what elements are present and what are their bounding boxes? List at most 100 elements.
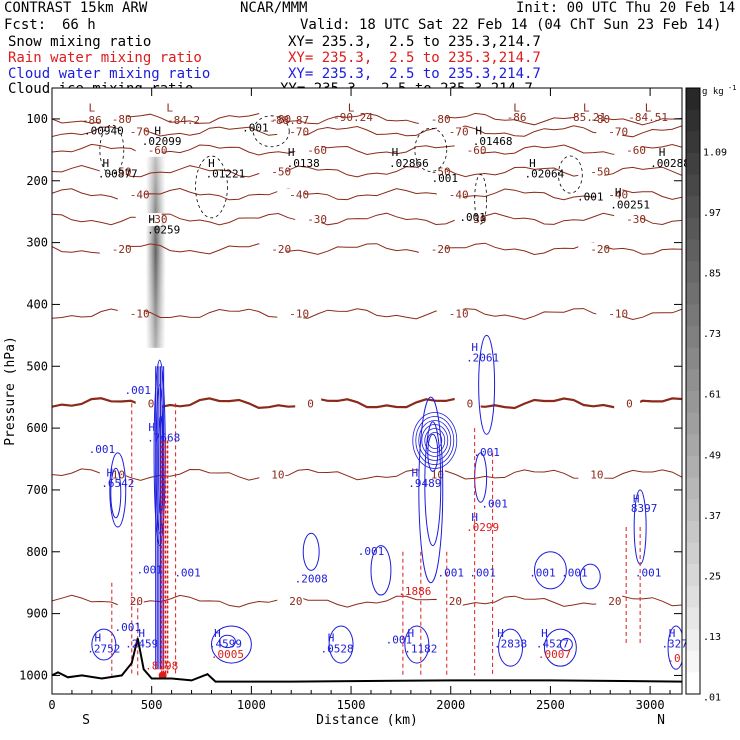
temperature-contour-label: 20 — [449, 595, 462, 608]
contour-annotation: L — [645, 101, 652, 114]
cloud-water-contour — [478, 334, 496, 435]
cloud-water-contour — [404, 625, 430, 664]
colorbar-segment — [686, 109, 700, 132]
colorbar-segment — [686, 434, 700, 457]
contour-annotation: L — [166, 101, 173, 114]
y-tick-label: 800 — [26, 545, 48, 559]
temperature-contour-label: -10 — [608, 308, 628, 321]
x-end-label-north: N — [657, 713, 665, 728]
contour-annotation: H — [497, 627, 504, 640]
temperature-contour — [52, 125, 682, 138]
contour-label-bg — [578, 468, 605, 482]
contour-annotation: .4599 — [209, 638, 242, 651]
rain-max-dot — [158, 671, 167, 680]
x-tick-label: 500 — [141, 698, 163, 712]
contour-label-bg — [614, 213, 641, 227]
colorbar-segment — [686, 629, 700, 652]
cloud-water-contour — [412, 412, 458, 469]
temperature-contour-label: 20 — [289, 595, 302, 608]
cloud-water-contour — [418, 396, 444, 584]
terrain-line — [52, 638, 682, 683]
colorbar-segment — [686, 391, 700, 414]
contour-annotation: .2008 — [295, 573, 328, 586]
cloud-water-contour — [421, 424, 449, 457]
contour-annotation: -84.2 — [167, 114, 200, 127]
colorbar-segment — [686, 520, 700, 543]
contour-label-bg — [578, 165, 605, 179]
forecast-label: Fcst: — [4, 17, 47, 33]
colorbar-segment — [686, 477, 700, 500]
contour-annotation: -90.24 — [333, 111, 373, 124]
legend-snow: Snow mixing ratio — [8, 34, 152, 50]
contour-annotation: .4527 — [536, 638, 569, 651]
x-tick-label: 3000 — [636, 698, 665, 712]
temperature-contour-label: -10 — [289, 308, 309, 321]
forecast-hour: 66 h — [62, 17, 96, 33]
contour-annotation: H — [669, 627, 676, 640]
contour-annotation: L — [348, 101, 355, 114]
colorbar-label: .37 — [703, 511, 721, 522]
temperature-contour-label: -70 — [608, 125, 628, 138]
model-title: CONTRAST 15km ARW — [4, 0, 148, 16]
colorbar-segment — [686, 196, 700, 219]
temperature-contour-label: -70 — [130, 125, 150, 138]
contour-annotation: .001 — [242, 121, 269, 134]
cloud-water-contour — [424, 428, 446, 453]
x-tick-label: 1500 — [337, 698, 366, 712]
colorbar-label: .61 — [703, 390, 721, 401]
cloud-water-contour — [559, 637, 573, 652]
contour-annotation: -85.21 — [566, 111, 606, 124]
colorbar-segment — [686, 261, 700, 284]
contour-annotation: .001 — [459, 211, 486, 224]
contour-label-bg — [295, 213, 322, 227]
contour-label-bg — [295, 143, 322, 157]
cloud-water-contour — [415, 416, 455, 465]
cloud-water-contour — [218, 634, 236, 649]
contour-annotation: H — [408, 627, 415, 640]
contour-label-bg — [436, 188, 463, 202]
temperature-contour-label: -60 — [626, 144, 646, 157]
contour-label-bg — [418, 242, 445, 256]
x-tick-label: 0 — [48, 698, 55, 712]
contour-label-bg — [596, 595, 623, 609]
temperature-contour — [52, 164, 682, 178]
plot-frame — [51, 87, 683, 695]
contour-annotation: H — [615, 186, 622, 199]
contour-label-bg — [454, 397, 481, 411]
cloud-ice-contour — [252, 115, 290, 148]
contour-annotation: .001 — [386, 633, 413, 646]
contour-annotation: .001 — [115, 621, 142, 634]
temperature-contour-label: -40 — [130, 188, 150, 201]
cloud-ice-contours — [99, 115, 583, 225]
temperature-contour-label: -40 — [289, 188, 309, 201]
cloud-water-contour — [370, 545, 392, 596]
colorbar-segment — [686, 152, 700, 176]
contour-annotation: .001 — [136, 563, 163, 576]
temperature-contour — [52, 187, 682, 201]
y-tick-label: 100 — [26, 112, 48, 126]
temperature-contour-label: -40 — [608, 188, 628, 201]
cloud-water-contour — [109, 452, 127, 528]
center-title: NCAR/MMM — [240, 0, 308, 16]
legend-rain: Rain water mixing ratio — [8, 50, 202, 66]
colorbar-label: .73 — [703, 329, 721, 340]
x-tick-label: 1000 — [237, 698, 266, 712]
cloud-water-contour — [667, 625, 682, 670]
temperature-contour-label: -70 — [289, 125, 309, 138]
contour-label-bg — [277, 188, 304, 202]
contour-label-bg — [614, 397, 641, 411]
init-time: Init: 00 UTC Thu 20 Feb 14 — [516, 0, 736, 16]
cloud-water-contour — [328, 625, 354, 664]
colorbar-segment — [686, 239, 700, 262]
cloud-ice-shading-fade — [145, 156, 166, 348]
colorbar-segment — [686, 585, 700, 608]
contour-annotation: .01221 — [206, 168, 246, 181]
contour-label-bg — [596, 307, 623, 321]
temperature-contour-label: -50 — [431, 165, 451, 178]
colorbar-segment — [686, 217, 700, 240]
cloud-ice-plume — [145, 156, 166, 348]
colorbar-segment — [686, 650, 700, 673]
cloud-ice-contour — [195, 155, 228, 219]
temperature-contour-label: -80 — [431, 113, 451, 126]
contour-label-bg — [259, 165, 286, 179]
